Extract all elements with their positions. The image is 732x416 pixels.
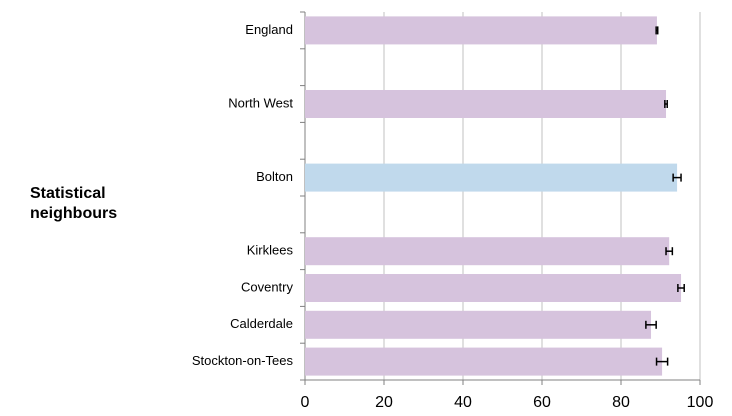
x-tick-label: 0: [301, 394, 310, 411]
error-bar: [677, 284, 685, 292]
x-tick-label: 60: [533, 394, 551, 411]
x-tick-label: 40: [454, 394, 472, 411]
error-bar: [645, 320, 657, 329]
bar: [305, 163, 678, 192]
y-tick-label: Calderdale: [230, 316, 293, 331]
x-tick-label: 100: [687, 394, 714, 411]
bar: [305, 274, 682, 302]
y-tick-label: Stockton-on-Tees: [192, 353, 294, 368]
bar: [305, 347, 663, 376]
y-tick-label: Coventry: [241, 279, 294, 294]
y-tick-label: Kirklees: [247, 243, 294, 258]
bar: [305, 237, 670, 266]
bar: [305, 16, 657, 45]
error-bar: [672, 173, 682, 182]
error-bar: [655, 357, 669, 366]
x-tick-label: 20: [375, 394, 393, 411]
bar: [305, 90, 667, 118]
x-tick-label: 80: [612, 394, 630, 411]
error-bar: [665, 247, 674, 256]
error-bar: [655, 26, 659, 35]
error-bar: [664, 100, 668, 108]
y-tick-label: Bolton: [256, 169, 293, 184]
annotation: Statistical neighbours: [30, 185, 118, 222]
y-tick-label: England: [245, 22, 293, 37]
y-tick-label: North West: [228, 95, 293, 110]
bar: [305, 310, 652, 339]
